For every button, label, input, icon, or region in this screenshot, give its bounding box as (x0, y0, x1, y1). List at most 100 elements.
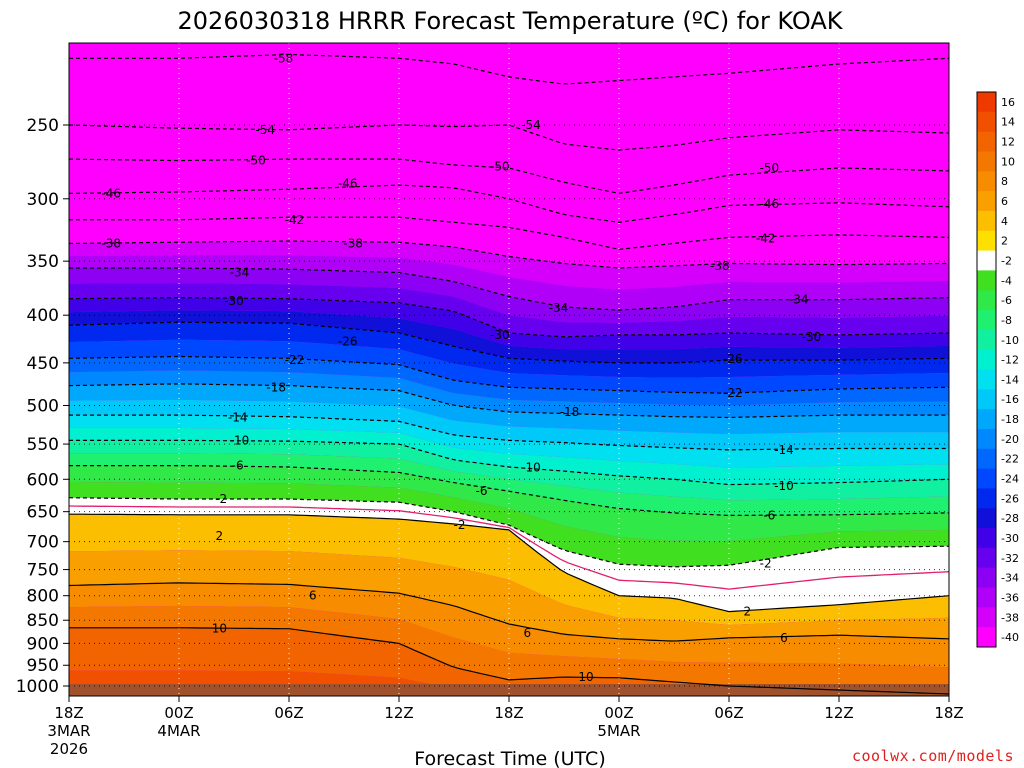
x-tick-year: 2026 (50, 740, 88, 758)
isotherm-label: -34 (230, 266, 250, 280)
band--46-to--44 (69, 185, 949, 237)
isotherm-label: -10 (230, 433, 250, 447)
y-tick-label: 300 (27, 190, 59, 210)
isotherm-label: -38 (101, 236, 121, 250)
isotherm-zero (69, 505, 949, 590)
band--56-to--54 (69, 93, 949, 151)
y-tick-label: 450 (27, 354, 59, 374)
colorbar-swatch-18 (977, 448, 996, 470)
isotherm-label: -30 (802, 330, 822, 344)
isotherm-label: -30 (224, 294, 244, 308)
colorbar-swatch-22 (977, 528, 996, 549)
colorbar-label: -12 (1001, 354, 1019, 367)
x-tick-label: 06Z (274, 704, 303, 722)
colorbar-label: -22 (1001, 453, 1019, 466)
colorbar-swatch-3 (977, 151, 996, 172)
band--8-to--6 (69, 453, 949, 516)
colorbar-label: -38 (1001, 611, 1019, 624)
colorbar-label: 8 (1001, 175, 1008, 188)
y-tick-label: 950 (27, 656, 59, 676)
colorbar-swatch-20 (977, 488, 996, 509)
colorbar-label: -8 (1001, 314, 1012, 327)
colorbar-swatch-19 (977, 468, 996, 489)
temperature-color-field (69, 43, 949, 696)
colorbar-label: 4 (1001, 215, 1008, 228)
x-tick-label: 12Z (384, 704, 413, 722)
band--2-to-0 (69, 497, 949, 590)
isotherm-label: -2 (454, 518, 466, 532)
isotherm-label: -54 (521, 118, 541, 132)
isotherm-6 (69, 582, 949, 642)
isotherm-label: -10 (521, 461, 541, 475)
y-tick-label: 850 (27, 611, 59, 631)
isotherm-label: -18 (266, 380, 286, 394)
isotherm-label: -46 (101, 186, 121, 200)
isotherm-label: -10 (774, 479, 794, 493)
x-tick-label: 00Z (604, 704, 633, 722)
colorbar-swatch-1 (977, 111, 996, 133)
isotherm-label: -18 (560, 405, 580, 419)
y-axis-pressure: 250 300 350 400 450 500 550 600 650 700 750 800 850 9… (16, 116, 69, 697)
x-tick-label: 18Z (934, 704, 963, 722)
band--18-to--16 (69, 383, 949, 434)
source-credit: coolwx.com/models (852, 747, 1014, 765)
band--52-to--50 (69, 142, 949, 194)
colorbar-label: -10 (1001, 334, 1019, 347)
isotherm-contours (69, 53, 949, 695)
isotherm-label: 6 (309, 589, 317, 603)
isotherm-label: 10 (578, 670, 593, 684)
x-tick-label: 18Z (494, 704, 523, 722)
colorbar-label: -4 (1001, 274, 1012, 287)
band--16-to--14 (69, 399, 949, 450)
y-tick-label: 400 (27, 306, 59, 326)
isotherm-label: -2 (760, 557, 772, 571)
colorbar-swatch-11 (977, 310, 996, 331)
y-tick-label: 250 (27, 116, 59, 136)
x-tick-label: 18Z (54, 704, 83, 722)
y-tick-label: 500 (27, 397, 59, 417)
isotherm--2 (69, 497, 949, 568)
isotherm-label: -26 (338, 335, 358, 349)
y-tick-label: 550 (27, 435, 59, 455)
band--58-to--56 (69, 54, 949, 117)
y-tick-label: 800 (27, 587, 59, 607)
isotherm-label: -50 (760, 161, 780, 175)
colorbar-swatch-15 (977, 389, 996, 410)
isotherm--50 (69, 158, 949, 194)
isotherm-label: 10 (212, 622, 227, 636)
colorbar-label: 10 (1001, 155, 1015, 168)
isotherm-label: -6 (763, 508, 775, 522)
isotherm-label: 6 (524, 626, 532, 640)
isotherm--58 (69, 53, 949, 85)
colorbar-swatch-12 (977, 329, 996, 351)
isotherm--46 (69, 184, 949, 224)
chart-title: 2026030318 HRRR Forecast Temperature (ºC… (178, 7, 844, 35)
colorbar-label: -6 (1001, 294, 1012, 307)
isotherm-label: -34 (549, 301, 569, 315)
isotherm-label: -46 (338, 177, 358, 191)
colorbar-label: -24 (1001, 473, 1019, 486)
colorbar-label: 12 (1001, 136, 1015, 149)
isotherm--38 (69, 240, 949, 269)
isotherm-label: -30 (490, 328, 510, 342)
colorbar-label: 14 (1001, 116, 1015, 129)
colorbar-legend: 16 14 12 10 8 6 4 2 -2 -4 -6 -8 -10 -12 -14 -16 -18 -20 -2… (976, 91, 1019, 648)
y-tick-label: 1000 (16, 677, 59, 697)
band--34-to--32 (69, 268, 949, 323)
isotherm--10 (69, 439, 949, 486)
band--10-to--8 (69, 440, 949, 501)
isotherm-labels: -58 -54 -54 -50 -50 -50 -46 -46 -46 -42 -42 -38 -38 -… (101, 51, 822, 684)
band--30-to--28 (69, 297, 949, 350)
band--54-to--52 (69, 125, 949, 173)
band-0-to-2 (69, 506, 949, 612)
colorbar-swatch-23 (977, 547, 996, 569)
x-tick-sublabel: 3MAR (47, 722, 90, 740)
band-6-to-8 (69, 582, 949, 668)
colorbar-label: -18 (1001, 413, 1019, 426)
band-8-to-10 (69, 605, 949, 694)
isotherm-label: -58 (274, 51, 294, 65)
isotherm-label: -6 (232, 459, 244, 473)
colorbar-swatch-8 (977, 250, 996, 271)
isotherm--42 (69, 216, 949, 251)
